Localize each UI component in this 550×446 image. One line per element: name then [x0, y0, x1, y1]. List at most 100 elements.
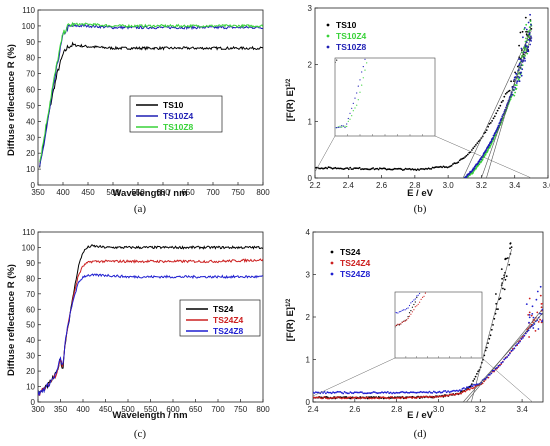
x-tick-label: 2.8 — [391, 405, 403, 414]
data-point — [529, 20, 532, 22]
data-point — [396, 397, 399, 399]
data-point — [488, 146, 491, 149]
data-point — [489, 122, 492, 124]
data-point — [435, 396, 438, 398]
inset-point — [451, 206, 452, 207]
data-point — [442, 165, 445, 168]
data-point — [458, 392, 461, 395]
data-point — [487, 342, 489, 344]
inset-point — [357, 85, 359, 87]
data-point — [428, 390, 431, 393]
data-point — [372, 167, 374, 169]
data-point — [444, 395, 447, 398]
inset-point — [403, 309, 405, 311]
data-point — [329, 391, 332, 394]
y-tick-label: 4 — [306, 228, 311, 237]
inset-point — [480, 83, 481, 84]
data-point — [373, 397, 376, 400]
data-point — [466, 153, 469, 156]
data-point — [369, 397, 372, 399]
x-tick-label: 3.2 — [476, 181, 488, 190]
inset-point — [426, 291, 427, 292]
data-point — [346, 392, 349, 395]
data-point — [415, 169, 418, 172]
inset-point — [452, 201, 453, 202]
inset-point — [407, 307, 409, 309]
data-point — [333, 397, 336, 399]
inset-point — [413, 303, 415, 306]
legend-label-TS24Z4: TS24Z4 — [213, 315, 244, 325]
data-point — [372, 397, 375, 399]
data-point — [379, 167, 381, 170]
data-point — [535, 298, 538, 301]
inset-point — [464, 154, 465, 155]
data-point — [455, 389, 458, 392]
data-point — [350, 168, 353, 171]
data-point — [384, 391, 386, 393]
data-point — [504, 357, 507, 360]
data-point — [404, 397, 406, 400]
inset-point — [436, 259, 437, 260]
data-point — [514, 71, 516, 74]
inset-point — [364, 58, 366, 60]
data-point — [523, 334, 526, 337]
inset-point — [369, 35, 370, 36]
data-point — [464, 156, 466, 158]
data-point — [525, 41, 528, 44]
y-axis-label-superscript: 1/2 — [286, 78, 292, 87]
data-point — [359, 391, 362, 393]
data-point — [315, 391, 317, 393]
data-point — [451, 393, 454, 395]
inset-point — [359, 91, 361, 93]
data-point — [377, 168, 380, 171]
data-point — [467, 388, 470, 391]
inset-point — [432, 268, 433, 269]
data-point — [484, 377, 487, 380]
y-tick-label: 30 — [26, 352, 35, 361]
inset-point — [410, 313, 412, 315]
legend-swatch-TS10Z8 — [326, 45, 330, 49]
data-point — [530, 28, 533, 30]
data-point — [525, 45, 528, 48]
data-point — [457, 161, 460, 164]
inset-point — [432, 272, 433, 273]
data-point — [450, 390, 452, 393]
inset-point — [431, 279, 432, 280]
data-point — [347, 168, 350, 171]
inset-point — [454, 194, 455, 195]
y-tick-label: 10 — [26, 165, 35, 174]
data-point — [325, 392, 327, 395]
inset-frame — [394, 291, 483, 359]
data-point — [386, 391, 389, 393]
data-point — [414, 391, 416, 394]
data-point — [408, 391, 411, 394]
data-point — [515, 72, 518, 75]
inset-point — [474, 112, 475, 113]
data-point — [381, 396, 383, 399]
inset-point — [457, 184, 458, 185]
x-tick-label: 3.0 — [433, 405, 445, 414]
inset-point — [337, 126, 339, 128]
data-point — [477, 140, 480, 143]
data-point — [500, 362, 503, 364]
inset-point — [356, 104, 358, 106]
data-point — [425, 395, 428, 398]
data-point — [338, 391, 340, 393]
data-point — [379, 396, 382, 399]
data-point — [505, 275, 508, 278]
inset-point — [464, 153, 465, 154]
data-point — [496, 109, 499, 112]
inset-point — [434, 262, 435, 263]
data-point — [497, 364, 500, 367]
y-tick-label: 100 — [22, 22, 36, 31]
y-tick-label: 30 — [26, 133, 35, 142]
data-point — [527, 50, 530, 53]
data-point — [438, 390, 441, 393]
data-point — [364, 168, 366, 170]
inset-point — [366, 62, 368, 64]
data-point — [315, 166, 318, 169]
data-point — [523, 28, 526, 31]
data-point — [336, 390, 339, 393]
